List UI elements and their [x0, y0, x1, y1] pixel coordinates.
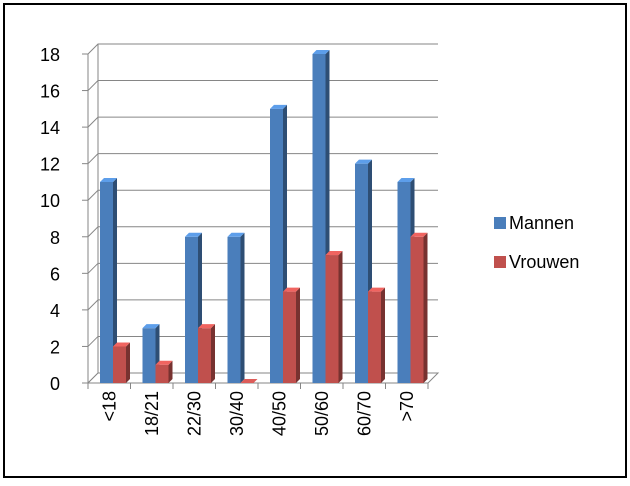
bar-vrouwen-0 [113, 342, 130, 383]
x-axis-ticks: <18 18/21 22/30 30/40 40/50 50/60 60/70 >70 [87, 383, 429, 436]
bar-side [211, 324, 215, 383]
bar-front [355, 163, 368, 383]
bar-side [168, 360, 173, 383]
back-wall [88, 44, 438, 383]
bar-top [355, 159, 372, 164]
bar-top [240, 379, 258, 383]
bar-front [410, 236, 424, 383]
bars [100, 50, 428, 383]
bar-front [397, 181, 411, 383]
y-tick-label: 8 [50, 228, 60, 248]
bar-top [198, 324, 215, 329]
bar-side [296, 287, 300, 383]
y-tick-label: 0 [50, 374, 60, 394]
y-tick-label: 18 [40, 45, 60, 65]
bar-front [100, 181, 113, 383]
bar-front [113, 346, 126, 383]
bar-side [423, 232, 428, 383]
y-tick-label: 16 [40, 82, 60, 102]
y-tick-label: 12 [40, 155, 60, 175]
bar-top [142, 324, 160, 329]
bar-front [227, 236, 241, 383]
y-tick-label: 4 [50, 301, 60, 321]
x-tick-label: 50/60 [312, 391, 332, 436]
bar-vrouwen-6 [368, 287, 385, 383]
legend: Mannen Vrouwen [494, 213, 579, 272]
bar-top [100, 177, 117, 182]
bar-top [410, 232, 428, 237]
y-axis-ticks: 0 2 4 6 8 10 12 14 16 18 [40, 45, 88, 394]
bar-top [155, 360, 173, 365]
bar-top [368, 287, 385, 292]
bar-side [126, 342, 130, 383]
legend-label: Vrouwen [509, 252, 579, 272]
bar-vrouwen-4 [283, 287, 300, 383]
bar-front [185, 236, 198, 383]
bar-top [325, 251, 343, 256]
bar-top [227, 232, 245, 237]
bar-side [113, 177, 117, 383]
legend-label: Mannen [509, 213, 574, 233]
bar-top [312, 50, 330, 54]
x-tick-label: >70 [397, 391, 417, 422]
x-tick-label: 18/21 [142, 391, 162, 436]
bar-front [155, 364, 169, 383]
bar-top [185, 232, 202, 237]
bar-vrouwen-2 [198, 324, 215, 383]
x-tick-label: 22/30 [184, 391, 204, 436]
bar-top [397, 177, 415, 182]
bar-side [338, 251, 343, 383]
bar-top [270, 104, 287, 109]
bar-vrouwen-7 [410, 232, 428, 383]
bar-vrouwen-3 [240, 379, 258, 383]
bar-vrouwen-5 [325, 251, 343, 383]
bar-front [270, 108, 283, 383]
y-tick-label: 2 [50, 337, 60, 357]
bar-side [240, 232, 245, 383]
legend-swatch [494, 217, 506, 229]
bar-front [283, 291, 296, 383]
bar-front [312, 54, 326, 383]
bar-side [381, 287, 385, 383]
y-tick-label: 6 [50, 264, 60, 284]
y-tick-label: 14 [40, 118, 60, 138]
bar-vrouwen-1 [155, 360, 173, 383]
bar-front [198, 328, 211, 383]
bar-front [142, 328, 156, 383]
bar-top [113, 342, 130, 347]
y-tick-label: 10 [40, 191, 60, 211]
x-tick-label: 30/40 [227, 391, 247, 436]
floor [86, 372, 440, 384]
x-tick-label: 40/50 [269, 391, 289, 436]
bar-mannen-0 [100, 177, 117, 383]
legend-swatch [494, 256, 506, 268]
bar-front [325, 255, 339, 383]
bar-mannen-3 [227, 232, 245, 383]
x-tick-label: 60/70 [354, 391, 374, 436]
x-tick-label: <18 [99, 391, 119, 422]
bar-front [368, 291, 381, 383]
bar-top [283, 287, 300, 292]
